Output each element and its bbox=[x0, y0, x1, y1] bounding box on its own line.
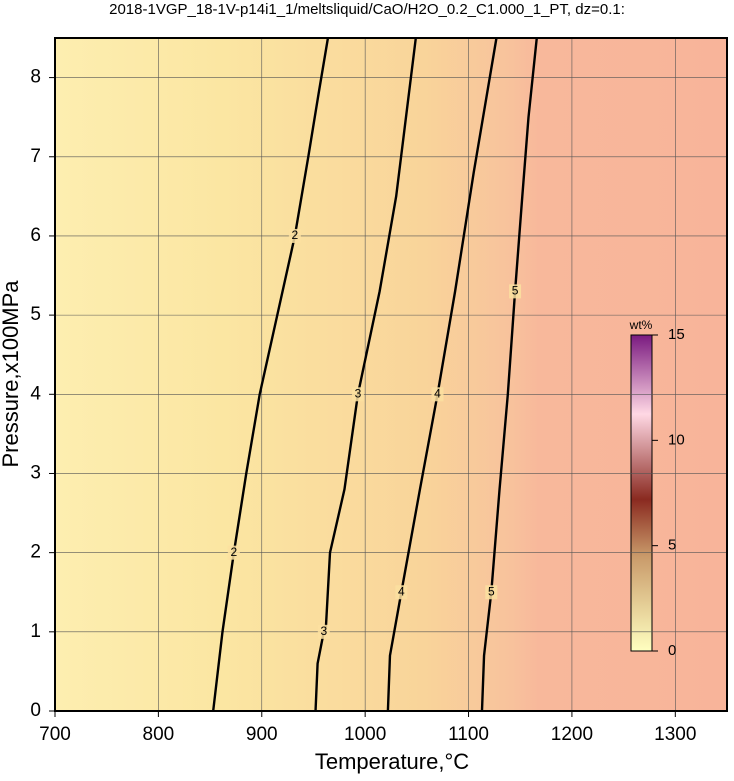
colorbar-tick-label: 0 bbox=[668, 642, 676, 659]
colorbar-tick-label: 15 bbox=[668, 326, 685, 343]
y-tick-label: 4 bbox=[30, 383, 41, 404]
contour-label: 5 bbox=[512, 284, 519, 298]
x-tick-label: 800 bbox=[143, 724, 175, 745]
contour-label: 3 bbox=[355, 386, 362, 400]
y-axis-label: Pressure,x100MPa bbox=[0, 280, 23, 468]
x-tick-label: 700 bbox=[39, 724, 71, 745]
contour-line bbox=[480, 37, 538, 712]
x-tick-label: 1000 bbox=[344, 724, 386, 745]
y-tick-label: 1 bbox=[30, 621, 41, 642]
contour-line bbox=[314, 37, 418, 712]
plot-frame bbox=[54, 37, 728, 712]
colorbar-tick-label: 10 bbox=[668, 431, 685, 448]
plot-background bbox=[55, 38, 727, 711]
y-tick-label: 7 bbox=[30, 146, 41, 167]
contour-label: 2 bbox=[231, 545, 238, 559]
colorbar-label: wt% bbox=[629, 318, 653, 332]
contour-label: 3 bbox=[320, 624, 327, 638]
contour-label: 5 bbox=[488, 584, 495, 598]
y-tick-label: 5 bbox=[30, 304, 41, 325]
contour-label-bg bbox=[317, 624, 330, 639]
colorbar-tick-label: 5 bbox=[668, 537, 676, 554]
chart-title: 2018-1VGP_18-1V-p14i1_1/meltsliquid/CaO/… bbox=[109, 1, 625, 18]
x-axis-label: Temperature,°C bbox=[315, 749, 469, 774]
x-tick-label: 1200 bbox=[551, 724, 593, 745]
contour-label-bg bbox=[227, 545, 240, 560]
contour-label-bg bbox=[431, 387, 444, 402]
contour-label: 4 bbox=[398, 584, 405, 598]
x-tick-label: 900 bbox=[246, 724, 278, 745]
x-tick-label: 1300 bbox=[654, 724, 696, 745]
y-tick-label: 6 bbox=[30, 225, 41, 246]
contour-label-bg bbox=[509, 284, 522, 299]
colorbar bbox=[630, 334, 653, 652]
y-tick-label: 3 bbox=[30, 462, 41, 483]
contour-label: 4 bbox=[434, 386, 441, 400]
contour-line bbox=[211, 37, 330, 712]
contour-line bbox=[386, 37, 498, 712]
contour-label: 2 bbox=[292, 228, 299, 242]
y-tick-label: 2 bbox=[30, 542, 41, 563]
y-tick-label: 8 bbox=[30, 67, 41, 88]
contour-label-bg bbox=[485, 585, 498, 600]
contour-label-bg bbox=[288, 228, 301, 243]
x-tick-label: 1100 bbox=[448, 724, 489, 745]
y-tick-label: 0 bbox=[30, 700, 41, 721]
contour-label-bg bbox=[351, 387, 364, 402]
contour-label-bg bbox=[395, 585, 408, 600]
